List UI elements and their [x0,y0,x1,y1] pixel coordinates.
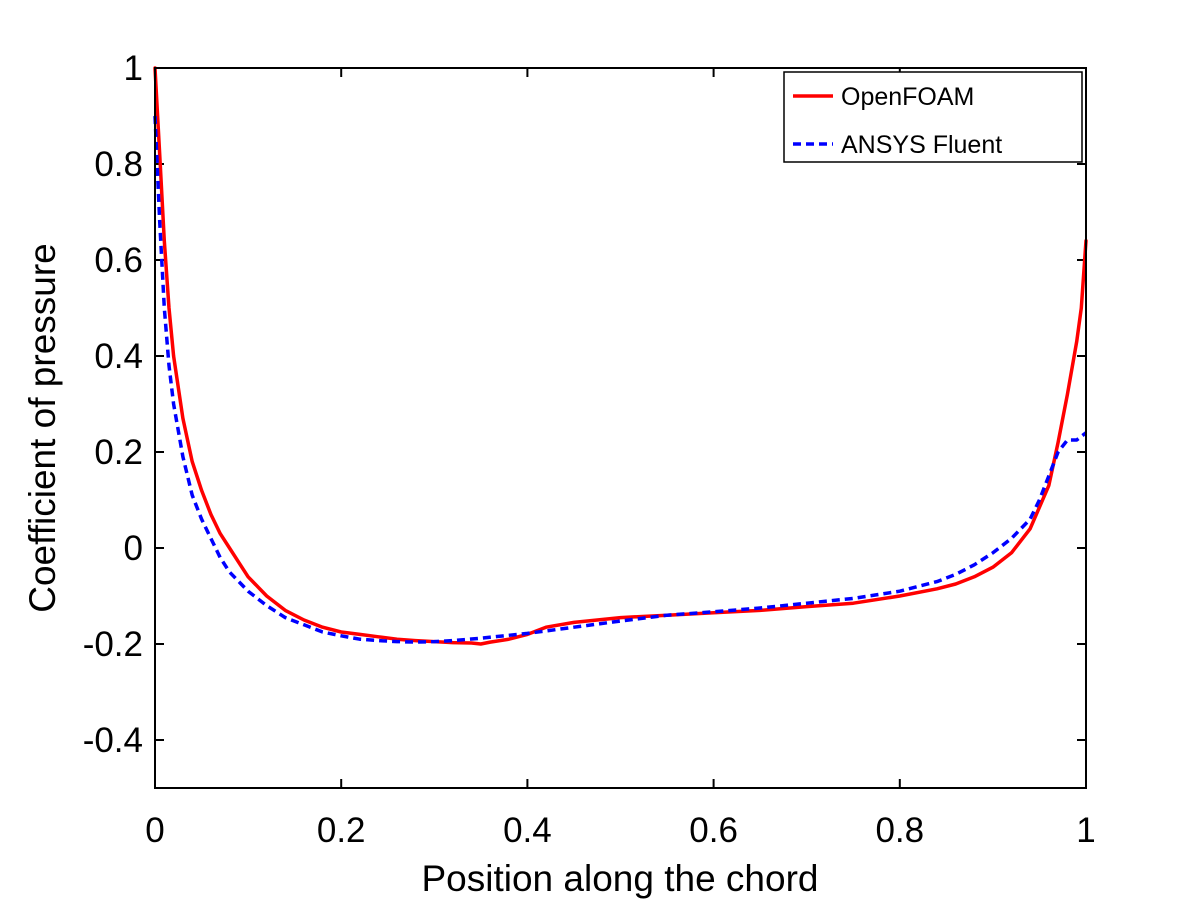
plot-area [155,68,1086,788]
x-tick-label: 0.6 [689,811,738,850]
series-lines [153,66,1088,646]
x-tick-label: 1 [1076,811,1095,850]
y-tick-label: 0.6 [94,241,143,280]
x-tick-label: 0.2 [317,811,366,850]
y-tick-label: 0.2 [94,433,143,472]
series-line-ansys-fluent [153,115,1088,644]
plot-frame [154,67,1087,789]
legend-label-openfoam: OpenFOAM [841,83,974,111]
series-line-openfoam [153,66,1088,646]
x-axis-label: Position along the chord [422,858,819,899]
y-tick-label: -0.2 [83,625,143,664]
y-tick-label: 0.8 [94,145,143,184]
y-tick-label: 0.4 [94,337,143,376]
legend: OpenFOAM ANSYS Fluent [783,71,1083,163]
y-tick-labels: -0.4 -0.2 0 0.2 0.4 0.6 0.8 1 [83,49,143,760]
legend-label-ansys-fluent: ANSYS Fluent [841,131,1002,159]
legend-box [783,71,1083,163]
y-axis-label: Coefficient of pressure [22,243,63,613]
x-tick-label: 0 [145,811,164,850]
x-tick-label: 0.8 [875,811,924,850]
y-tick-label: 0 [124,529,143,568]
y-tick-label: 1 [124,49,143,88]
y-tick-label: -0.4 [83,721,143,760]
x-tick-labels: 0 0.2 0.4 0.6 0.8 1 [145,811,1095,850]
x-tick-label: 0.4 [503,811,552,850]
